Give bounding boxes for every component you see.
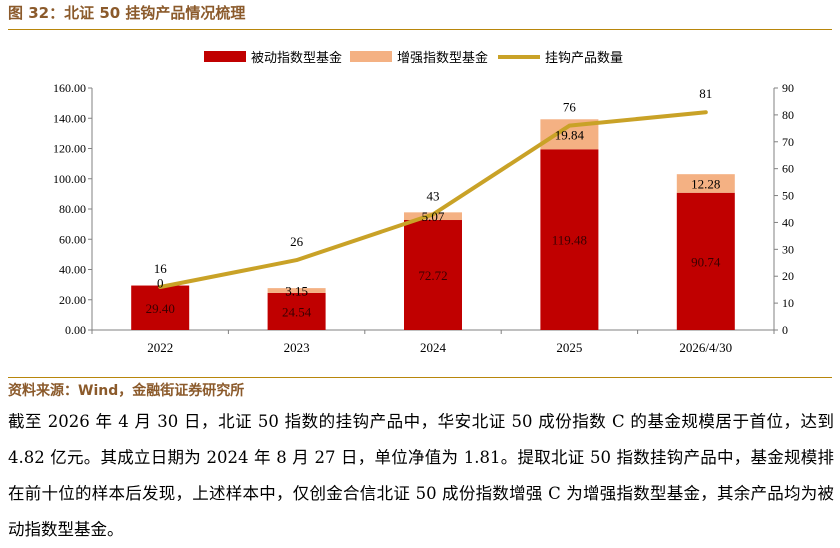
x-tick-label: 2026/4/30	[679, 340, 732, 355]
label-passive: 72.72	[418, 268, 447, 283]
label-enhanced: 12.28	[691, 176, 720, 191]
y-left-tick-label: 140.00	[53, 111, 86, 125]
y-left-tick-label: 40.00	[59, 263, 86, 277]
figure-title: 图 32：北证 50 挂钩产品情况梳理	[8, 2, 245, 23]
label-passive: 90.74	[691, 254, 721, 269]
label-count: 16	[154, 261, 168, 276]
label-count: 43	[427, 188, 440, 203]
chart: 被动指数型基金 增强指数型基金 挂钩产品数量 0.00 20.00 40.00 60.00…	[0, 30, 840, 375]
legend-label: 挂钩产品数量	[545, 51, 623, 66]
legend-swatch	[350, 51, 392, 62]
y-left-tick-label: 0.00	[65, 323, 86, 337]
y-right-tick-label: 50	[782, 189, 794, 203]
y-right-tick-label: 40	[782, 215, 794, 229]
y-left-tick-label: 100.00	[53, 172, 86, 186]
x-tick-label: 2023	[284, 340, 310, 355]
y-left-tick-label: 80.00	[59, 202, 86, 216]
label-count: 26	[290, 234, 304, 249]
y-right-tick-label: 0	[782, 323, 788, 337]
label-count: 81	[699, 86, 712, 101]
y-right-tick-label: 90	[782, 81, 794, 95]
y-right-tick-label: 20	[782, 269, 794, 283]
bars	[131, 119, 735, 330]
x-tick-label: 2022	[147, 340, 173, 355]
legend-label: 增强指数型基金	[397, 50, 488, 66]
x-tick-label: 2024	[420, 340, 447, 355]
label-passive: 29.40	[146, 301, 175, 316]
label-enhanced: 0	[157, 276, 164, 291]
y-right-tick-label: 30	[782, 242, 794, 256]
legend-label: 被动指数型基金	[251, 50, 342, 66]
y-left-tick-label: 60.00	[59, 232, 86, 246]
y-left-tick-label: 20.00	[59, 293, 86, 307]
label-enhanced: 19.84	[555, 127, 585, 142]
label-passive: 119.48	[552, 233, 587, 248]
label-count: 76	[563, 100, 577, 115]
label-enhanced: 3.15	[285, 284, 308, 299]
y-right-tick-label: 60	[782, 162, 794, 176]
body-paragraph: 截至 2026 年 4 月 30 日，北证 50 指数的挂钩产品中，华安北证 5…	[8, 404, 834, 548]
y-right-tick-label: 80	[782, 108, 794, 122]
y-left-tick-label: 160.00	[53, 81, 86, 95]
legend: 被动指数型基金 增强指数型基金 挂钩产品数量	[204, 50, 623, 66]
y-right-tick-label: 70	[782, 135, 794, 149]
y-left-tick-label: 120.00	[53, 142, 86, 156]
y-right-tick-label: 10	[782, 296, 794, 310]
legend-swatch	[204, 51, 246, 62]
label-enhanced: 5.07	[422, 209, 445, 224]
label-passive: 24.54	[282, 304, 312, 319]
source-note: 资料来源：Wind，金融街证券研究所	[8, 380, 244, 400]
bottom-rule	[8, 377, 832, 378]
x-tick-label: 2025	[556, 340, 582, 355]
